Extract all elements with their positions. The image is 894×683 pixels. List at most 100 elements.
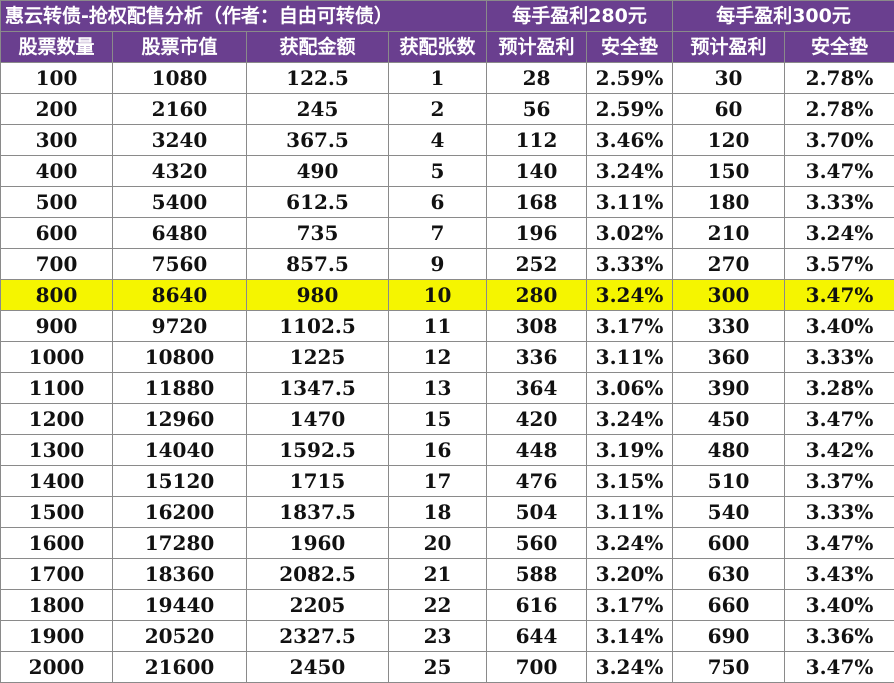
profit-280-cell: 588 xyxy=(487,559,587,590)
group-header-300: 每手盈利300元 xyxy=(673,1,894,32)
cushion-280-cell: 2.59% xyxy=(587,63,673,94)
cushion-300-cell: 3.42% xyxy=(785,435,894,466)
cushion-280-cell: 3.46% xyxy=(587,125,673,156)
cushion-300-cell: 3.43% xyxy=(785,559,894,590)
allotted-amount-cell: 1715 xyxy=(247,466,389,497)
market-value-cell: 20520 xyxy=(113,621,247,652)
allotted-lots-cell: 15 xyxy=(389,404,487,435)
cushion-300-cell: 3.47% xyxy=(785,404,894,435)
allotted-lots-cell: 1 xyxy=(389,63,487,94)
cushion-300-cell: 3.37% xyxy=(785,466,894,497)
cushion-300-cell: 3.33% xyxy=(785,342,894,373)
col-header-cushion-300: 安全垫 xyxy=(785,32,894,63)
shares-cell: 1100 xyxy=(1,373,113,404)
allotted-amount-cell: 612.5 xyxy=(247,187,389,218)
cushion-300-cell: 3.70% xyxy=(785,125,894,156)
profit-280-cell: 140 xyxy=(487,156,587,187)
cushion-280-cell: 3.33% xyxy=(587,249,673,280)
profit-300-cell: 660 xyxy=(673,590,785,621)
allotted-lots-cell: 9 xyxy=(389,249,487,280)
group-header-280: 每手盈利280元 xyxy=(487,1,673,32)
cushion-280-cell: 3.02% xyxy=(587,218,673,249)
cushion-280-cell: 3.24% xyxy=(587,528,673,559)
profit-280-cell: 112 xyxy=(487,125,587,156)
col-header-market-value: 股票市值 xyxy=(113,32,247,63)
market-value-cell: 19440 xyxy=(113,590,247,621)
profit-280-cell: 420 xyxy=(487,404,587,435)
market-value-cell: 21600 xyxy=(113,652,247,683)
profit-300-cell: 30 xyxy=(673,63,785,94)
profit-300-cell: 750 xyxy=(673,652,785,683)
profit-280-cell: 252 xyxy=(487,249,587,280)
market-value-cell: 6480 xyxy=(113,218,247,249)
cushion-300-cell: 3.47% xyxy=(785,528,894,559)
allotted-amount-cell: 1470 xyxy=(247,404,389,435)
cushion-280-cell: 3.24% xyxy=(587,156,673,187)
profit-300-cell: 270 xyxy=(673,249,785,280)
allotted-lots-cell: 4 xyxy=(389,125,487,156)
allotted-amount-cell: 2450 xyxy=(247,652,389,683)
cushion-300-cell: 2.78% xyxy=(785,94,894,125)
cushion-280-cell: 3.24% xyxy=(587,652,673,683)
profit-280-cell: 280 xyxy=(487,280,587,311)
shares-cell: 100 xyxy=(1,63,113,94)
allotted-amount-cell: 245 xyxy=(247,94,389,125)
shares-cell: 1400 xyxy=(1,466,113,497)
market-value-cell: 15120 xyxy=(113,466,247,497)
profit-280-cell: 308 xyxy=(487,311,587,342)
allotted-lots-cell: 2 xyxy=(389,94,487,125)
profit-280-cell: 196 xyxy=(487,218,587,249)
cushion-300-cell: 3.28% xyxy=(785,373,894,404)
cushion-280-cell: 3.06% xyxy=(587,373,673,404)
allotted-lots-cell: 13 xyxy=(389,373,487,404)
shares-cell: 700 xyxy=(1,249,113,280)
cushion-280-cell: 2.59% xyxy=(587,94,673,125)
market-value-cell: 8640 xyxy=(113,280,247,311)
allotted-amount-cell: 1592.5 xyxy=(247,435,389,466)
allotted-amount-cell: 980 xyxy=(247,280,389,311)
allotted-amount-cell: 367.5 xyxy=(247,125,389,156)
profit-300-cell: 120 xyxy=(673,125,785,156)
cushion-300-cell: 3.33% xyxy=(785,497,894,528)
profit-280-cell: 364 xyxy=(487,373,587,404)
market-value-cell: 18360 xyxy=(113,559,247,590)
profit-280-cell: 168 xyxy=(487,187,587,218)
profit-280-cell: 336 xyxy=(487,342,587,373)
allotted-amount-cell: 122.5 xyxy=(247,63,389,94)
cushion-300-cell: 3.40% xyxy=(785,311,894,342)
allotted-lots-cell: 23 xyxy=(389,621,487,652)
allotted-amount-cell: 490 xyxy=(247,156,389,187)
profit-300-cell: 60 xyxy=(673,94,785,125)
market-value-cell: 16200 xyxy=(113,497,247,528)
cushion-280-cell: 3.11% xyxy=(587,187,673,218)
allotted-lots-cell: 18 xyxy=(389,497,487,528)
allotted-amount-cell: 1960 xyxy=(247,528,389,559)
profit-300-cell: 510 xyxy=(673,466,785,497)
allotted-lots-cell: 21 xyxy=(389,559,487,590)
cushion-300-cell: 3.57% xyxy=(785,249,894,280)
shares-cell: 1900 xyxy=(1,621,113,652)
cushion-300-cell: 3.47% xyxy=(785,156,894,187)
title-row: 惠云转债-抢权配售分析（作者：自由可转债） 每手盈利280元 每手盈利300元 xyxy=(1,1,894,32)
profit-300-cell: 390 xyxy=(673,373,785,404)
col-header-cushion-280: 安全垫 xyxy=(587,32,673,63)
shares-cell: 1700 xyxy=(1,559,113,590)
col-header-profit-300: 预计盈利 xyxy=(673,32,785,63)
profit-300-cell: 450 xyxy=(673,404,785,435)
market-value-cell: 14040 xyxy=(113,435,247,466)
allotted-lots-cell: 17 xyxy=(389,466,487,497)
allotted-amount-cell: 1347.5 xyxy=(247,373,389,404)
cushion-280-cell: 3.11% xyxy=(587,497,673,528)
